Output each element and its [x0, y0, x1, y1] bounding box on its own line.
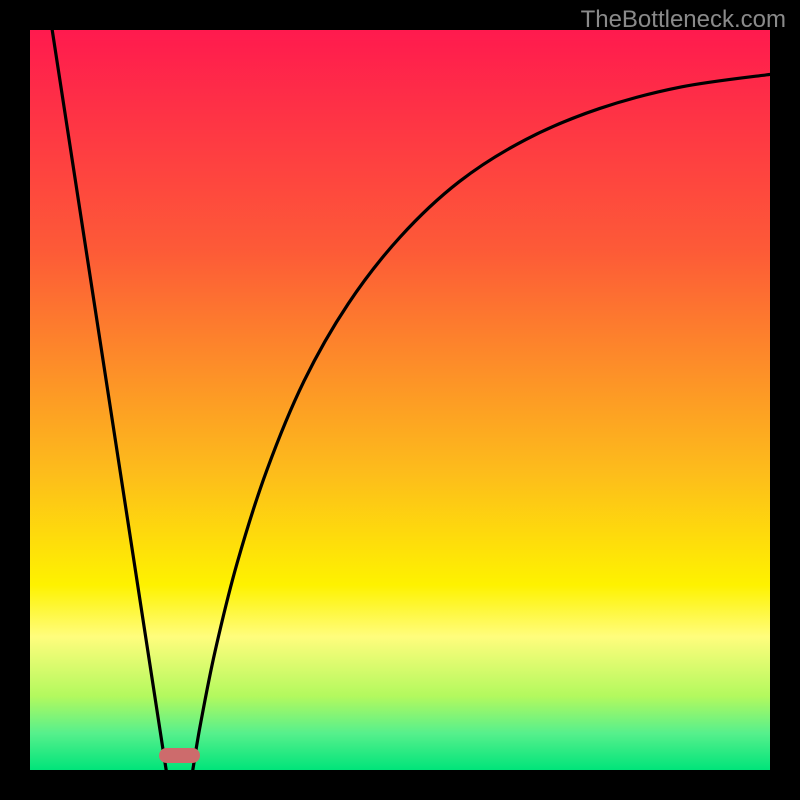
watermark-text: TheBottleneck.com	[581, 6, 786, 34]
plot-area	[30, 30, 770, 770]
bottleneck-curve	[30, 30, 770, 770]
chart-container: TheBottleneck.com	[0, 0, 800, 800]
optimum-marker	[159, 748, 200, 763]
